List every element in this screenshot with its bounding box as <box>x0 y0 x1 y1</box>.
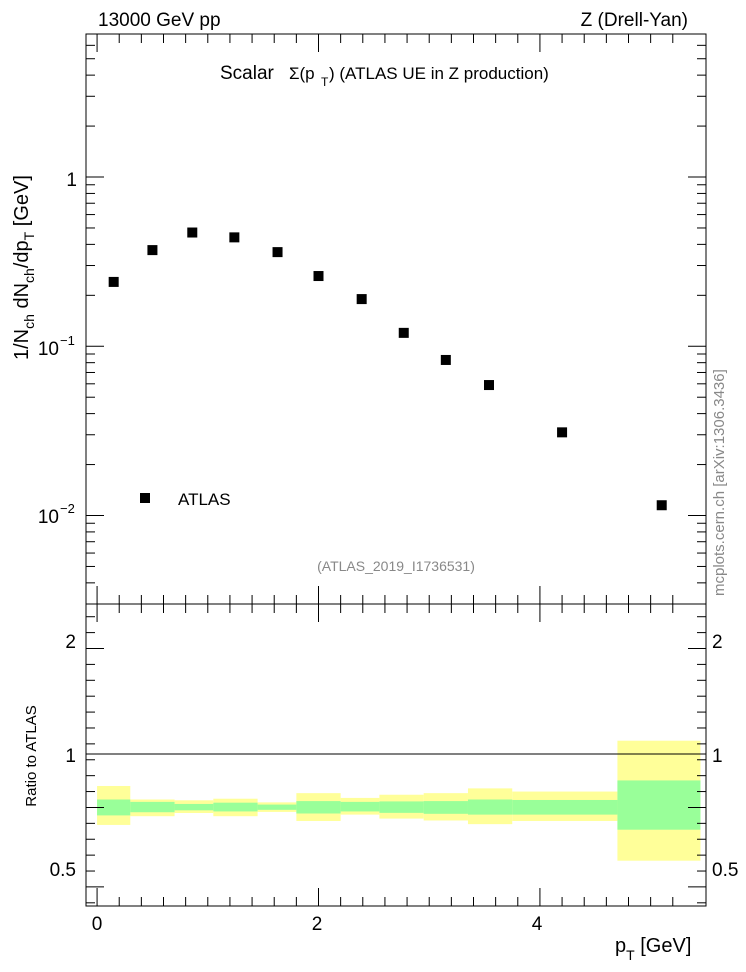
data-points <box>108 227 667 511</box>
data-point <box>272 247 283 258</box>
data-point <box>398 327 409 338</box>
ytick-label-0.1-base: 10 <box>38 339 59 360</box>
ratio-ytick-2-left: 2 <box>65 632 76 653</box>
xlabel-text: pT [GeV] <box>615 935 691 963</box>
ytick-label-0.01-base: 10 <box>38 507 59 528</box>
ytick-label-0.1-exp: −1 <box>60 333 75 348</box>
xlabel: pT [GeV] <box>615 935 691 963</box>
xtick-label-4: 4 <box>532 914 543 935</box>
ratio-inner-band <box>379 801 424 813</box>
header-left: 13000 GeV pp <box>98 10 221 31</box>
ratio-ytick-2-right: 2 <box>712 632 723 653</box>
ratio-inner-band <box>174 803 214 811</box>
side-note: mcplots.cern.ch [arXiv:1306.3436] <box>711 369 728 596</box>
xtick-label-0: 0 <box>92 914 103 935</box>
ratio-inner-band <box>296 801 341 814</box>
main-ylabel: 1/Nch dNch/dpT [GeV] <box>11 175 37 360</box>
header-right: Z (Drell-Yan) <box>581 10 688 31</box>
data-point <box>108 276 119 287</box>
title-sigma: Σ(p <box>289 64 315 83</box>
data-point <box>313 271 324 282</box>
ratio-inner-band <box>617 780 701 830</box>
main-title: Scalar Σ(p T ) (ATLAS UE in Z production… <box>220 63 549 89</box>
ratio-ytick-0.5-left: 0.5 <box>50 860 76 881</box>
ratio-inner-band <box>97 799 131 816</box>
data-point <box>484 380 494 391</box>
ratio-plot-frame <box>85 603 707 907</box>
ratio-inner-band <box>213 802 258 812</box>
legend-label: ATLAS <box>178 490 231 509</box>
ratio-bands <box>97 740 701 861</box>
ratio-inner-band <box>257 804 297 810</box>
data-point <box>229 232 240 243</box>
ratio-ytick-0.5-right: 0.5 <box>712 860 738 881</box>
legend: ATLAS <box>140 490 231 509</box>
title-rest: ) (ATLAS UE in Z production) <box>329 64 549 83</box>
ratio-ytick-1-right: 1 <box>712 746 723 767</box>
ratio-inner-band <box>130 801 175 813</box>
ratio-ticks <box>86 604 706 906</box>
data-point <box>187 227 198 238</box>
data-point <box>440 354 451 365</box>
ytick-label-1: 1 <box>66 170 77 191</box>
ratio-ylabel: Ratio to ATLAS <box>23 705 40 806</box>
analysis-reference: (ATLAS_2019_I1736531) <box>317 558 475 574</box>
xtick-label-2: 2 <box>312 914 323 935</box>
main-ylabel-text: 1/Nch dNch/dpT [GeV] <box>11 175 37 360</box>
data-point <box>147 245 158 256</box>
ratio-inner-band <box>467 799 513 815</box>
ratio-inner-band <box>340 801 380 812</box>
main-panel: Scalar Σ(p T ) (ATLAS UE in Z production… <box>11 33 707 605</box>
legend-marker <box>140 493 150 503</box>
main-plot-frame <box>85 33 707 605</box>
title-sub: T <box>321 75 329 89</box>
ratio-inner-band <box>423 801 468 814</box>
main-ticks <box>86 33 706 605</box>
ytick-label-0.01-exp: −2 <box>60 501 75 516</box>
ratio-panel: Ratio to ATLAS 2 1 0.5 2 1 0.5 0 2 4 pT … <box>23 603 738 963</box>
data-point <box>656 500 667 511</box>
ratio-inner-band <box>512 799 618 815</box>
ratio-ytick-1-left: 1 <box>65 746 76 767</box>
data-point <box>557 427 568 438</box>
title-main: Scalar <box>220 63 275 84</box>
data-point <box>356 294 367 305</box>
